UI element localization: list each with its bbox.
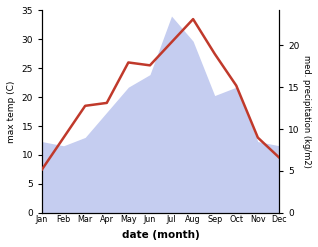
X-axis label: date (month): date (month) <box>122 230 200 240</box>
Y-axis label: med. precipitation (kg/m2): med. precipitation (kg/m2) <box>302 55 311 168</box>
Y-axis label: max temp (C): max temp (C) <box>7 80 16 143</box>
